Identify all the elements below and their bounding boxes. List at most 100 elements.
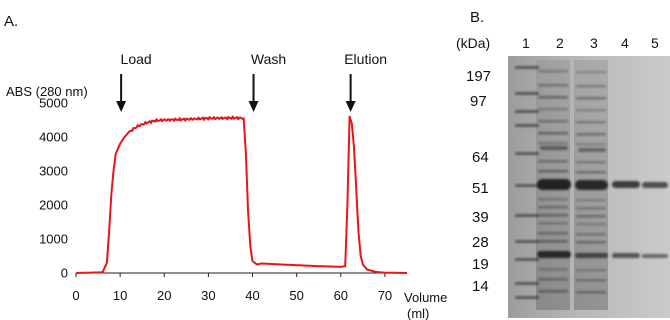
- lane-3-band: [576, 71, 606, 74]
- abs-chart: 0 1000 2000 3000 4000 5000 0 10 20 30 40 50 60 70 Lo…: [39, 51, 407, 303]
- gel-bands: [515, 66, 668, 299]
- lane-2-band: [538, 268, 568, 271]
- ladder-band: [515, 110, 539, 113]
- lane-3-band: [576, 161, 606, 164]
- annotation-label: Wash: [251, 51, 286, 67]
- marker-label-51: 51: [472, 180, 489, 197]
- marker-label-64: 64: [472, 149, 489, 166]
- lane-3-band: [576, 97, 606, 100]
- lane-2-band: [538, 222, 568, 225]
- ladder-band: [515, 152, 539, 155]
- ladder-band: [515, 240, 539, 243]
- lane-4-lower-band: [612, 253, 640, 258]
- lane-3-band: [576, 279, 606, 282]
- lane-3-band: [576, 291, 606, 294]
- y-tick-label: 4000: [39, 130, 68, 145]
- annotation-arrow-head: [248, 101, 259, 112]
- lane-label-3: 3: [590, 35, 598, 51]
- ladder-band: [515, 214, 539, 217]
- y-axis-label: ABS (280 nm): [6, 84, 88, 99]
- lane-label-5: 5: [651, 35, 659, 51]
- lane-5-main-band: [642, 182, 668, 188]
- lane-2-band: [538, 108, 568, 111]
- lane-3-band: [576, 171, 606, 174]
- y-tick-label: 0: [61, 266, 68, 281]
- x-tick-label: 70: [378, 288, 392, 303]
- x-tick-label: 60: [334, 288, 348, 303]
- ladder-band: [515, 258, 539, 261]
- x-ticks: 0 10 20 30 40 50 60 70: [72, 273, 392, 303]
- ladder-band: [515, 92, 539, 95]
- lane-2-band: [538, 96, 568, 99]
- y-tick-label: 3000: [39, 164, 68, 179]
- marker-label-14: 14: [472, 278, 489, 295]
- panel-a-label: A.: [4, 13, 18, 30]
- annotation-arrow-head: [116, 101, 127, 112]
- lane-2-band: [538, 160, 568, 163]
- kda-unit-label: (kDa): [456, 35, 490, 51]
- lane-2-band: [538, 170, 568, 173]
- absorbance-line: [76, 115, 407, 274]
- marker-label-39: 39: [472, 209, 489, 226]
- x-tick-label: 40: [245, 288, 259, 303]
- marker-label-28: 28: [472, 234, 489, 251]
- lane-label-2: 2: [556, 35, 564, 51]
- x-tick-label: 20: [157, 288, 171, 303]
- lane-label-1: 1: [522, 35, 530, 51]
- annotations: Load Wash Elution: [116, 51, 387, 112]
- lane-3-band: [576, 109, 606, 112]
- gel-image: [508, 56, 670, 318]
- lane-2-lower-band: [537, 251, 571, 258]
- lane-2-band: [538, 278, 568, 281]
- x-axis-label: Volume: [404, 290, 447, 305]
- lane-2-main-band: [537, 179, 571, 190]
- lane-label-4: 4: [621, 35, 629, 51]
- y-ticks: 0 1000 2000 3000 4000 5000: [39, 96, 68, 281]
- lane-3-band: [576, 207, 606, 210]
- lane-3-band: [576, 223, 606, 226]
- x-tick-label: 30: [201, 288, 215, 303]
- ladder-band: [515, 282, 539, 285]
- x-axis-unit: (ml): [407, 306, 429, 320]
- marker-label-97: 97: [470, 93, 487, 110]
- lane-3-band: [576, 215, 606, 218]
- ladder-band: [515, 184, 539, 187]
- lane-2-band: [538, 142, 568, 145]
- lane-3-64-band: [578, 148, 606, 152]
- lane-3-band: [576, 269, 606, 272]
- ladder-band: [515, 66, 539, 69]
- ladder-band: [515, 124, 539, 127]
- lane-3-main-band: [575, 180, 608, 190]
- panel-a: A. ABS (280 nm) 0 1000 2000 3000 4000 5000 0 1…: [4, 13, 447, 320]
- marker-label-19: 19: [472, 256, 489, 273]
- lane-2-band: [538, 132, 568, 135]
- lane-3-band: [576, 233, 606, 236]
- x-tick-label: 0: [72, 288, 79, 303]
- lane-3-band: [576, 121, 606, 124]
- ladder-band: [515, 296, 539, 299]
- lane-2-band: [538, 198, 568, 201]
- marker-label-197: 197: [466, 68, 491, 85]
- lane-2-band: [538, 120, 568, 123]
- y-tick-label: 5000: [39, 96, 68, 111]
- lane-3-band: [576, 133, 606, 136]
- lane-2-band: [538, 84, 568, 87]
- y-tick-label: 2000: [39, 198, 68, 213]
- y-tick-label: 1000: [39, 232, 68, 247]
- lane-5-lower-band: [642, 254, 668, 258]
- annotation-label: Elution: [344, 51, 387, 67]
- lane-3-band: [576, 143, 606, 146]
- lane-2-band: [538, 290, 568, 293]
- x-tick-label: 10: [113, 288, 127, 303]
- lane-3-band: [576, 85, 606, 88]
- lane-2-band: [538, 214, 568, 217]
- lane-2-band: [538, 232, 568, 235]
- annotation-arrow-head: [345, 101, 356, 112]
- x-tick-label: 50: [289, 288, 303, 303]
- lane-2-64-band: [540, 146, 568, 150]
- lane-4-main-band: [612, 181, 640, 188]
- annotation-label: Load: [121, 51, 152, 67]
- lane-3-band: [576, 241, 606, 244]
- panel-b: B. (kDa) 1 2 3 4 5 197 97 64 51 39 28 19…: [456, 9, 670, 318]
